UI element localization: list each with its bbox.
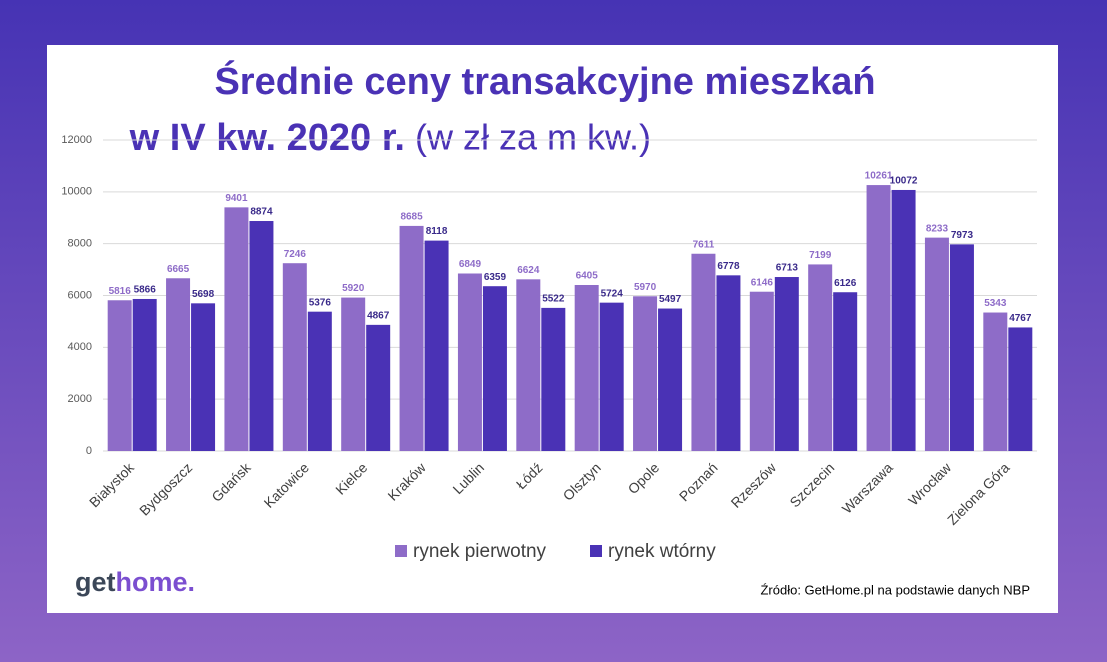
bar — [716, 275, 741, 451]
bar — [482, 286, 507, 451]
bar — [191, 303, 216, 451]
bar — [282, 263, 307, 451]
source: Źródło: GetHome.pl na podstawie danych N… — [760, 582, 1030, 597]
bar — [749, 291, 774, 451]
bar — [691, 253, 716, 451]
value-label: 5376 — [309, 297, 332, 308]
chart-title: Średnie ceny transakcyjne mieszkań — [214, 59, 875, 103]
bar — [516, 279, 541, 451]
bar — [366, 324, 391, 451]
value-label: 9401 — [225, 193, 248, 204]
bar — [399, 225, 424, 451]
value-label: 6126 — [834, 278, 857, 289]
bar — [1008, 327, 1033, 451]
bar — [866, 185, 891, 451]
value-label: 4767 — [1009, 313, 1032, 324]
value-label: 5816 — [109, 286, 132, 297]
value-label: 6405 — [576, 271, 599, 282]
bar — [983, 312, 1008, 451]
bar — [833, 292, 858, 451]
legend-label: rynek wtórny — [608, 541, 716, 562]
value-label: 6359 — [484, 272, 507, 283]
value-label: 5866 — [134, 285, 157, 296]
bar — [307, 311, 332, 451]
value-label: 6146 — [751, 277, 774, 288]
value-label: 7973 — [951, 230, 974, 241]
value-label: 10072 — [890, 176, 918, 187]
bar — [949, 244, 974, 451]
bar — [574, 285, 599, 451]
value-label: 8233 — [926, 223, 949, 234]
bar — [249, 221, 274, 451]
legend-swatch — [590, 545, 602, 557]
value-label: 8874 — [250, 207, 273, 218]
bar — [224, 207, 249, 451]
y-tick-label: 8000 — [68, 238, 92, 250]
y-tick-label: 4000 — [68, 341, 92, 353]
value-label: 6665 — [167, 264, 190, 275]
logo: gethome. — [75, 567, 195, 597]
bar — [457, 273, 482, 451]
value-label: 10261 — [865, 171, 893, 182]
legend-swatch — [395, 545, 407, 557]
value-label: 4867 — [367, 311, 390, 322]
value-label: 6624 — [517, 265, 540, 276]
value-label: 5497 — [659, 294, 682, 305]
value-label: 6849 — [459, 259, 482, 270]
bar — [541, 307, 566, 451]
bar — [341, 297, 366, 451]
value-label: 5343 — [984, 298, 1007, 309]
bar — [924, 237, 949, 451]
chart-subtitle: (w zł za m kw.) — [415, 117, 651, 158]
y-tick-label: 2000 — [68, 393, 92, 405]
chart-title: w IV kw. 2020 r. — [129, 117, 405, 159]
value-label: 7611 — [693, 239, 715, 250]
value-label: 5724 — [601, 288, 624, 299]
value-label: 8685 — [400, 212, 423, 223]
bar — [166, 278, 191, 451]
y-tick-label: 10000 — [61, 186, 92, 198]
value-label: 6713 — [776, 263, 799, 274]
value-label: 5698 — [192, 289, 215, 300]
bar — [808, 264, 833, 451]
value-label: 7246 — [284, 249, 307, 260]
y-tick-label: 12000 — [61, 134, 92, 146]
value-label: 5920 — [342, 283, 365, 294]
value-label: 5970 — [634, 282, 657, 293]
bar — [424, 240, 449, 451]
bar — [633, 296, 658, 451]
bar — [107, 300, 132, 451]
bar — [599, 302, 624, 451]
value-label: 8118 — [426, 226, 448, 237]
bar — [658, 308, 683, 451]
value-label: 6778 — [717, 261, 740, 272]
value-label: 7199 — [809, 250, 832, 261]
legend-label: rynek pierwotny — [413, 541, 547, 562]
bar — [132, 298, 157, 451]
value-label: 5522 — [542, 294, 565, 305]
y-tick-label: 0 — [86, 445, 92, 457]
bar — [891, 189, 916, 451]
y-tick-label: 6000 — [68, 289, 92, 301]
bar — [774, 277, 799, 451]
